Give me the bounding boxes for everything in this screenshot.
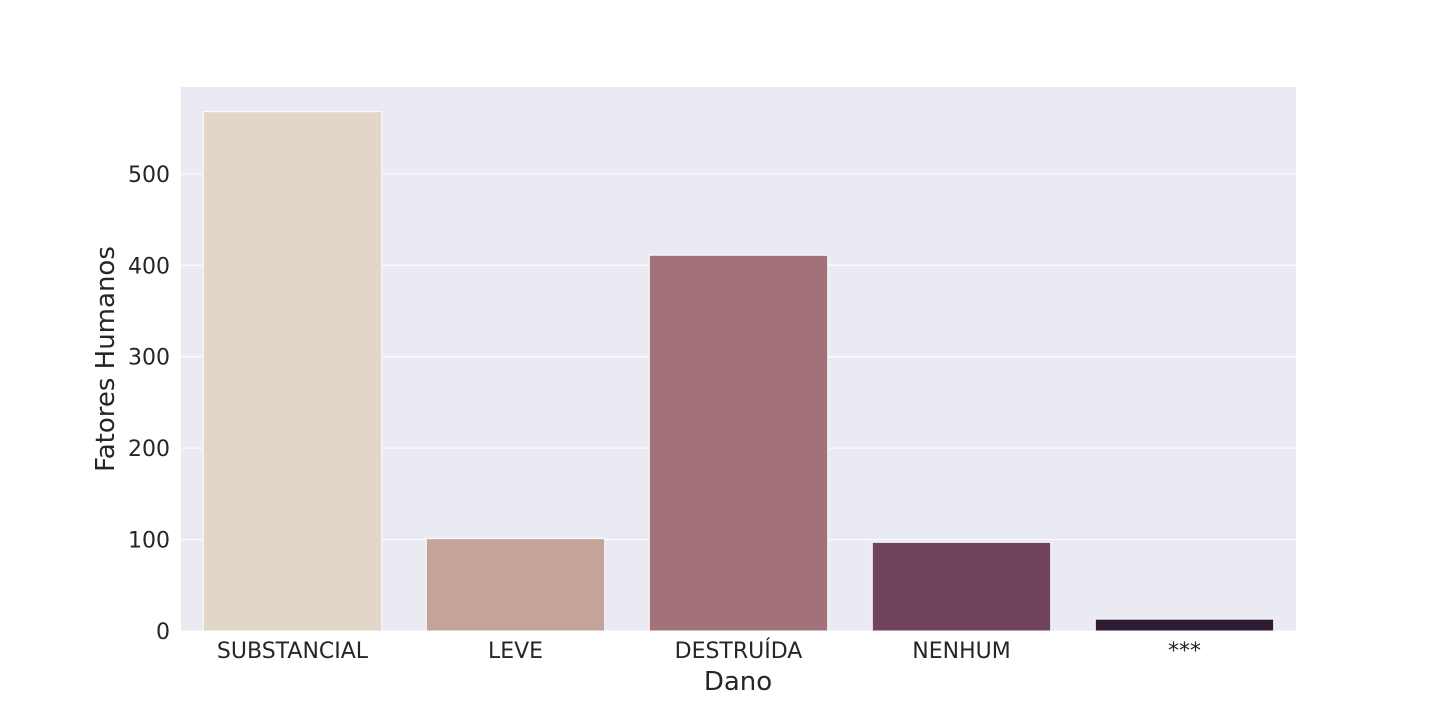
x-tick-label: *** [1168, 639, 1201, 664]
y-tick-label: 400 [128, 254, 170, 279]
x-axis-label: Dano [704, 667, 772, 697]
x-tick-label: NENHUM [912, 639, 1010, 664]
bar [871, 541, 1052, 632]
bar [202, 111, 383, 632]
y-axis-label: Fatores Humanos [91, 246, 121, 472]
bar [425, 538, 606, 632]
x-axis-ticks: SUBSTANCIAL LEVE DESTRUÍDA NENHUM *** [217, 638, 1201, 664]
bar [648, 254, 829, 632]
x-tick-label: SUBSTANCIAL [217, 639, 369, 664]
y-axis-ticks: 0 100 200 300 400 500 [128, 163, 170, 645]
y-tick-label: 500 [128, 163, 170, 188]
bar [1094, 618, 1275, 632]
x-tick-label: DESTRUÍDA [675, 638, 803, 664]
y-tick-label: 0 [156, 620, 170, 645]
y-tick-label: 300 [128, 346, 170, 371]
bars [202, 111, 1275, 632]
y-tick-label: 100 [128, 529, 170, 554]
y-tick-label: 200 [128, 437, 170, 462]
x-tick-label: LEVE [488, 639, 543, 664]
